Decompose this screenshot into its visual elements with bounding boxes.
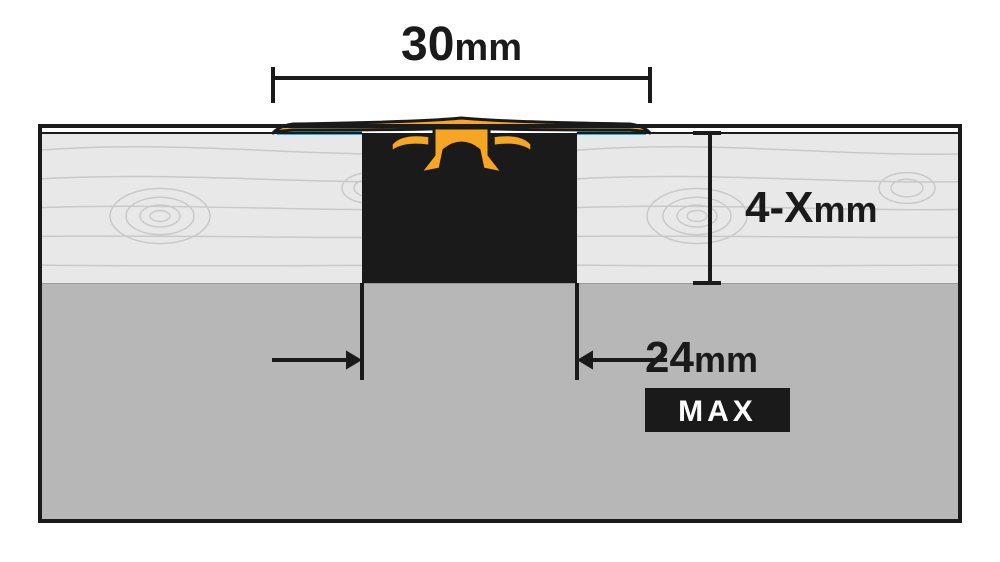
expansion-gap [362, 133, 577, 283]
floor-plank-left [40, 133, 362, 283]
dim-top-label: 30mm [401, 18, 522, 71]
dim-right-label: 4-Xmm [745, 183, 878, 232]
diagram-root: 30mm 4-Xmm 24mm MAX [0, 0, 1000, 562]
dim-gap-label: 24mm [645, 333, 758, 382]
subfloor [40, 283, 960, 521]
max-badge-text: MAX [678, 395, 757, 428]
